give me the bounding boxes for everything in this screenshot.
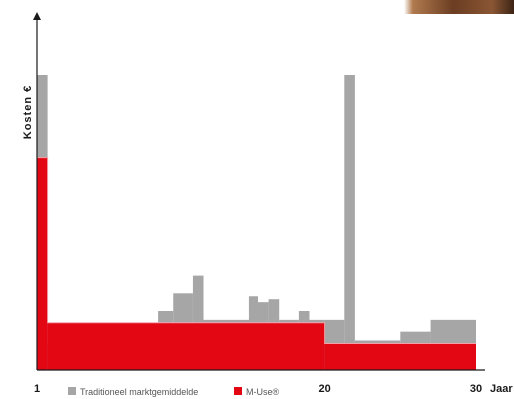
y-axis-label: Kosten € [22, 85, 34, 139]
y-axis-arrow [33, 12, 41, 20]
legend-label-traditional: Traditioneel marktgemiddelde [80, 387, 198, 397]
x-tick-label-1: 1 [34, 383, 40, 395]
m-use-series-bars [37, 157, 476, 370]
traditional-bar-15 [344, 75, 355, 370]
photo-corner-image [404, 0, 514, 14]
m-use-bar-2 [324, 343, 476, 370]
x-tick-label-20: 20 [318, 383, 330, 395]
m-use-bar-0 [37, 157, 48, 370]
x-axis-label: Jaar [490, 383, 513, 395]
x-tick-label-30: 30 [470, 383, 482, 395]
legend: Traditioneel marktgemiddelde M-Use® [68, 387, 279, 397]
m-use-bar-1 [47, 322, 325, 370]
legend-label-m-use: M-Use® [246, 387, 279, 397]
legend-swatch-traditional [68, 387, 76, 395]
legend-swatch-m-use [234, 387, 242, 395]
